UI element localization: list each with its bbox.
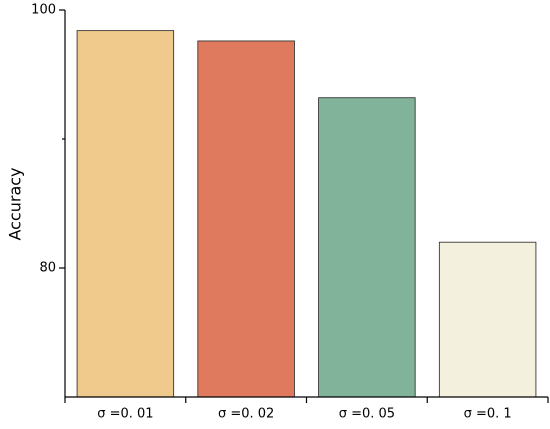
x-tick-label: σ =0. 05 — [339, 407, 395, 422]
x-tick-label: σ =0. 02 — [218, 407, 274, 422]
x-tick-label: σ =0. 1 — [464, 407, 512, 422]
bar — [438, 241, 537, 398]
y-axis-label: Accuracy — [6, 167, 25, 240]
bar — [76, 30, 175, 398]
bar — [318, 97, 416, 398]
y-tick-label: 80 — [39, 261, 56, 276]
x-tick-label: σ =0. 01 — [97, 407, 153, 422]
y-tick-label: 100 — [31, 3, 56, 18]
bar — [197, 40, 295, 398]
